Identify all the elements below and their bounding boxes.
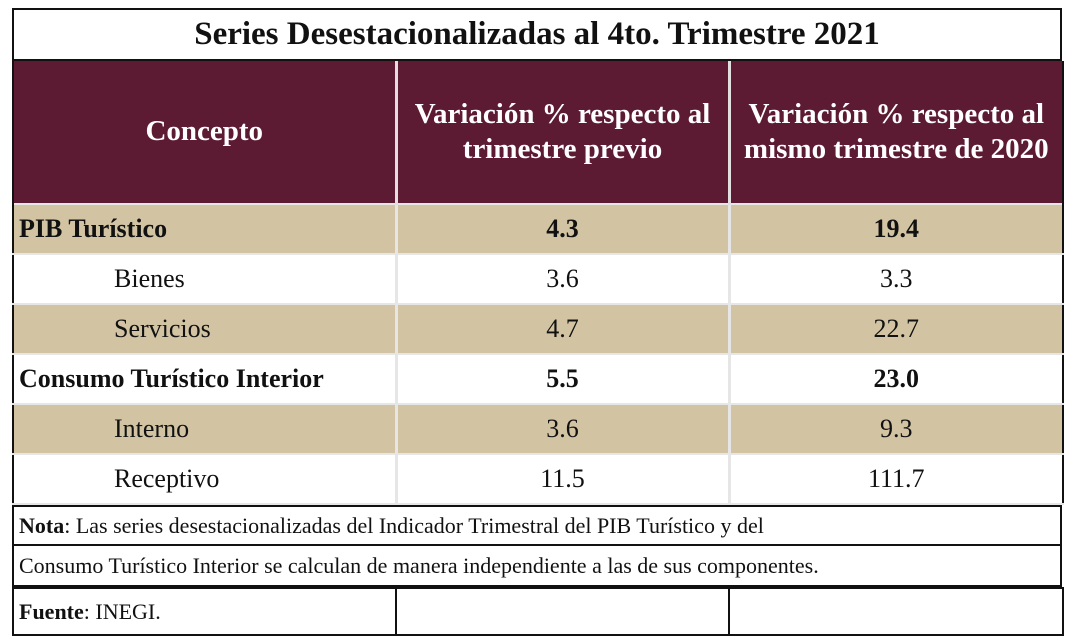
table-row: Servicios 4.7 22.7 [12, 303, 1064, 355]
table-title: Series Desestacionalizadas al 4to. Trime… [12, 8, 1062, 61]
row-year-value: 19.4 [727, 203, 1064, 255]
row-concept: Receptivo [12, 453, 398, 505]
note-label: Nota [19, 512, 65, 538]
row-year-value: 9.3 [727, 403, 1064, 455]
row-prev-value: 5.5 [394, 353, 731, 405]
note-text-2: Consumo Turístico Interior se calculan d… [19, 552, 819, 578]
row-year-value: 3.3 [727, 253, 1064, 305]
source-text: : INEGI. [83, 598, 161, 624]
row-concept: Consumo Turístico Interior [12, 353, 398, 405]
row-year-value: 23.0 [727, 353, 1064, 405]
table-row: Receptivo 11.5 111.7 [12, 453, 1064, 505]
source-row: Fuente: INEGI. [12, 587, 1064, 636]
row-prev-value: 3.6 [394, 403, 731, 455]
header-concepto: Concepto [12, 61, 398, 204]
note-line-1: Nota: Las series desestacionalizadas del… [12, 505, 1062, 546]
table-row: Interno 3.6 9.3 [12, 403, 1064, 455]
row-prev-value: 4.7 [394, 303, 731, 355]
header-variacion-previo: Variación % respecto al trimestre previo [394, 61, 731, 204]
row-concept: Interno [12, 403, 398, 455]
source-label: Fuente [19, 598, 84, 624]
table-row: PIB Turístico 4.3 19.4 [12, 203, 1064, 255]
row-year-value: 111.7 [727, 453, 1064, 505]
table-container: Series Desestacionalizadas al 4to. Trime… [12, 8, 1064, 636]
row-year-value: 22.7 [727, 303, 1064, 355]
header-variacion-anual: Variación % respecto al mismo trimestre … [727, 61, 1064, 204]
row-concept: Bienes [12, 253, 398, 305]
row-concept: PIB Turístico [12, 203, 398, 255]
note-text-1: : Las series desestacionalizadas del Ind… [64, 512, 764, 538]
row-prev-value: 4.3 [394, 203, 731, 255]
row-prev-value: 3.6 [394, 253, 731, 305]
table-row: Consumo Turístico Interior 5.5 23.0 [12, 353, 1064, 405]
note-line-2: Consumo Turístico Interior se calculan d… [12, 546, 1062, 587]
row-prev-value: 11.5 [394, 453, 731, 505]
row-concept: Servicios [12, 303, 398, 355]
header-row: Concepto Variación % respecto al trimest… [12, 61, 1064, 204]
table-row: Bienes 3.6 3.3 [12, 253, 1064, 305]
data-table: Concepto Variación % respecto al trimest… [12, 61, 1064, 505]
